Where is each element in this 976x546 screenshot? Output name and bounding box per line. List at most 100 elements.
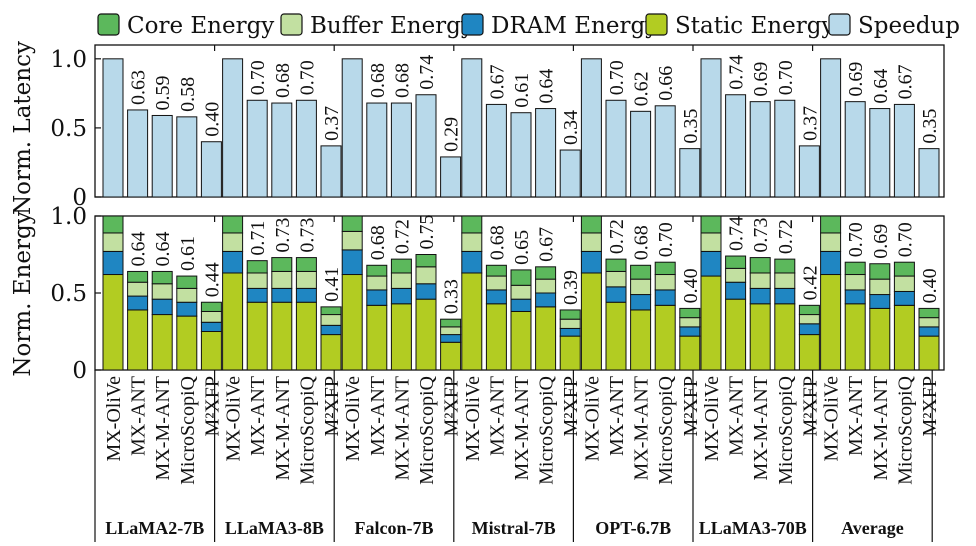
energy-ytick-label: 0 [72, 358, 87, 384]
energy-data-label: 0.68 [631, 225, 653, 260]
energy-bar-segment [440, 341, 462, 371]
energy-bar-segment [798, 314, 820, 325]
energy-data-label: 0.75 [416, 215, 438, 250]
latency-bar [127, 109, 149, 198]
energy-data-label: 0.42 [799, 265, 821, 300]
energy-data-label: 0.64 [128, 231, 150, 266]
energy-bar-segment [844, 303, 866, 371]
method-label: MX-M-ANT [272, 376, 294, 480]
method-label: MX-OliVe [342, 376, 364, 462]
latency-bar [654, 105, 676, 198]
latency-bar [102, 58, 124, 198]
energy-data-label: 0.61 [177, 236, 199, 271]
latency-data-label: 0.68 [272, 63, 294, 98]
latency-panel: 00.51.00.63 0.59 0.580.400.70 0.68 0.700.370… [50, 44, 945, 211]
latency-bar [200, 141, 222, 198]
energy-data-label: 0.68 [367, 225, 389, 260]
energy-data-label: 0.33 [441, 279, 463, 314]
latency-bar [366, 102, 388, 198]
latency-bar [559, 149, 581, 198]
method-label: MicroScopiQ [894, 375, 916, 484]
energy-bar-segment [341, 215, 363, 232]
latency-data-label: 0.59 [152, 75, 174, 110]
latency-bar [222, 58, 244, 198]
energy-data-label: 0.72 [391, 219, 413, 254]
energy-bar-segment [820, 274, 842, 371]
latency-data-label: 0.69 [845, 62, 867, 97]
energy-data-label: 0.41 [321, 267, 343, 302]
energy-bar-segment [869, 278, 891, 296]
energy-bar-segment [893, 261, 915, 277]
group-label: Falcon-7B [355, 518, 434, 538]
method-label: MX-ANT [486, 376, 508, 456]
latency-bar [415, 94, 437, 198]
latency-bar [341, 58, 363, 198]
energy-bar-segment [390, 287, 412, 305]
energy-bar-segment [461, 272, 483, 371]
energy-bar-segment [102, 232, 124, 252]
energy-bar-segment [102, 215, 124, 234]
method-label: MX-OliVe [821, 376, 843, 462]
energy-bar-segment [798, 304, 820, 316]
latency-data-label: 0.68 [367, 63, 389, 98]
latency-data-label: 0.64 [870, 69, 892, 104]
energy-data-label: 0.72 [775, 219, 797, 254]
energy-bar-segment [893, 275, 915, 292]
energy-bar-segment [151, 298, 173, 316]
method-label: MX-ANT [606, 376, 628, 456]
latency-data-label: 0.37 [799, 106, 821, 141]
method-label: MX-ANT [845, 376, 867, 456]
latency-bar [320, 145, 342, 198]
energy-bar-segment [749, 287, 771, 305]
energy-data-label: 0.73 [750, 218, 772, 253]
energy-bar-segment [461, 250, 483, 274]
energy-bar-segment [151, 270, 173, 285]
method-label: MX-ANT [367, 376, 389, 456]
energy-bar-segment [320, 314, 342, 326]
energy-bar-segment [700, 232, 722, 252]
latency-bar [440, 156, 462, 198]
energy-bar-segment [415, 298, 437, 371]
method-label: MicroScopiQ [536, 375, 558, 484]
energy-bar-segment [559, 327, 581, 337]
energy-bar-segment [151, 314, 173, 371]
group-label: OPT-6.7B [595, 518, 671, 538]
latency-bar [485, 103, 507, 198]
energy-bar-segment [271, 287, 293, 303]
legend-label: Static Energy [675, 13, 834, 39]
energy-bar-segment [580, 272, 602, 371]
energy-bar-segment [605, 301, 627, 371]
latency-data-label: 0.70 [296, 60, 318, 95]
latency-bar [725, 94, 747, 198]
method-label: MX-OliVe [103, 376, 125, 462]
latency-data-label: 0.70 [247, 60, 269, 95]
method-label: M²XFP [201, 376, 223, 436]
energy-bar-segment [605, 270, 627, 288]
method-label: M²XFP [919, 376, 941, 436]
latency-bar [700, 58, 722, 198]
energy-bar-segment [869, 294, 891, 309]
method-label: MX-M-ANT [511, 376, 533, 480]
latency-bar [679, 148, 701, 198]
latency-data-label: 0.40 [201, 102, 223, 137]
energy-bar-segment [774, 272, 796, 289]
energy-bar-segment [341, 274, 363, 371]
x-axis: MX-OliVe MX-ANT MX-M-ANT MicroScopiQ M²XFPLL… [94, 370, 941, 542]
energy-bar-segment [415, 283, 437, 300]
energy-bar-segment [774, 303, 796, 371]
energy-bar-segment [918, 335, 940, 371]
latency-data-label: 0.70 [775, 60, 797, 95]
energy-bar-segment [869, 307, 891, 371]
energy-data-label: 0.74 [726, 216, 748, 251]
energy-bar-segment [200, 331, 222, 371]
energy-bar-segment [679, 326, 701, 337]
energy-bar-segment [630, 264, 652, 280]
energy-bar-segment [102, 274, 124, 371]
legend-swatch [645, 13, 668, 36]
latency-data-label: 0.35 [680, 109, 702, 144]
energy-bar-segment [679, 335, 701, 371]
energy-bar-segment [485, 264, 507, 277]
energy-bar-segment [415, 266, 437, 285]
energy-bar-segment [271, 301, 293, 371]
latency-bar [893, 103, 915, 198]
